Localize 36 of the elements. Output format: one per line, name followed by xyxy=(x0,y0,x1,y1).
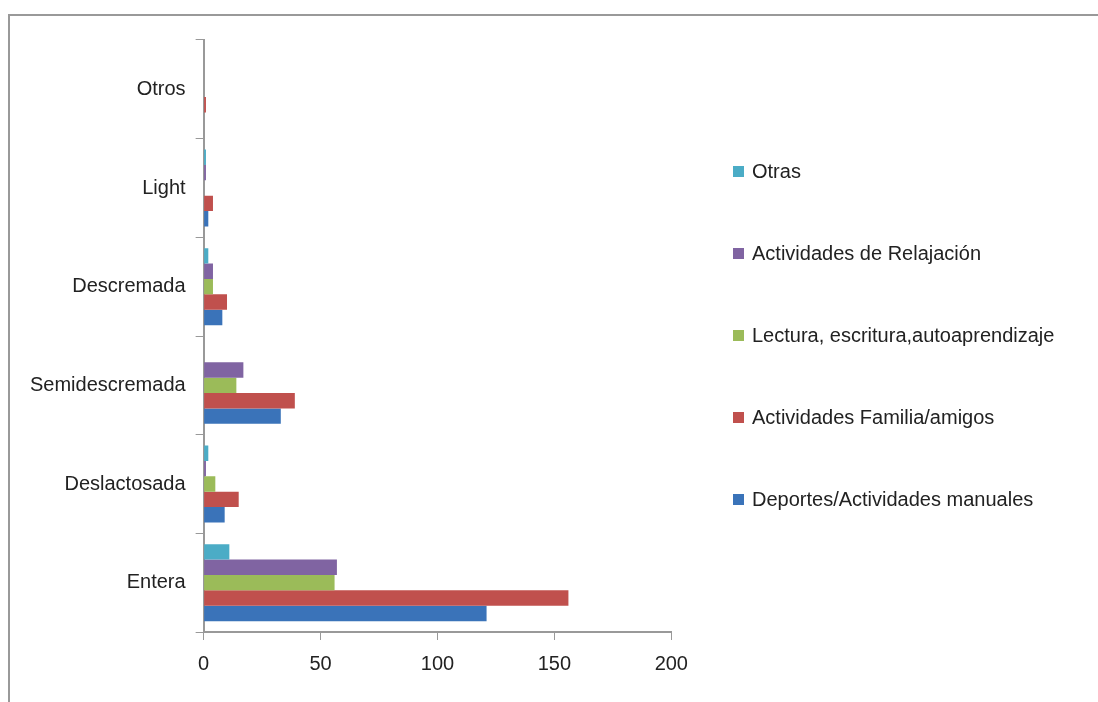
x-tick-label: 0 xyxy=(198,651,210,674)
y-tick-label: Light xyxy=(142,175,187,198)
bar xyxy=(204,507,225,523)
x-tick-label: 150 xyxy=(537,651,572,674)
y-tick-label: Entera xyxy=(126,570,187,593)
y-tick-label: Otros xyxy=(136,76,186,99)
bar xyxy=(204,408,281,424)
bar xyxy=(204,263,213,279)
bar xyxy=(204,491,239,508)
x-tick-label: 200 xyxy=(654,651,688,674)
bar xyxy=(204,362,244,378)
bar xyxy=(204,211,209,227)
bar xyxy=(204,605,487,622)
legend-label: Actividades Familia/amigos xyxy=(752,406,995,429)
bar xyxy=(204,294,228,310)
x-tick-label: 100 xyxy=(420,651,455,674)
y-tick-label: Deslactosada xyxy=(64,471,187,494)
bar xyxy=(204,309,223,326)
bar xyxy=(204,559,337,575)
legend-label: Lectura, escritura,autoaprendizaje xyxy=(752,324,1055,347)
y-tick-label: Descremada xyxy=(72,274,187,297)
x-tick-label: 50 xyxy=(309,651,332,674)
y-tick-label: Semidescremada xyxy=(30,372,187,395)
bar xyxy=(204,445,209,461)
bar xyxy=(204,544,230,560)
legend-label: Actividades de Relajación xyxy=(752,242,982,265)
bar xyxy=(204,590,569,606)
bar xyxy=(204,278,213,295)
legend-label: Deportes/Actividades manuales xyxy=(752,488,1034,511)
bar xyxy=(204,476,216,492)
bar xyxy=(204,195,213,212)
bar xyxy=(204,377,237,394)
bar xyxy=(204,393,295,409)
bar xyxy=(204,248,209,264)
bar xyxy=(204,574,335,591)
legend-label: Otras xyxy=(752,160,801,183)
